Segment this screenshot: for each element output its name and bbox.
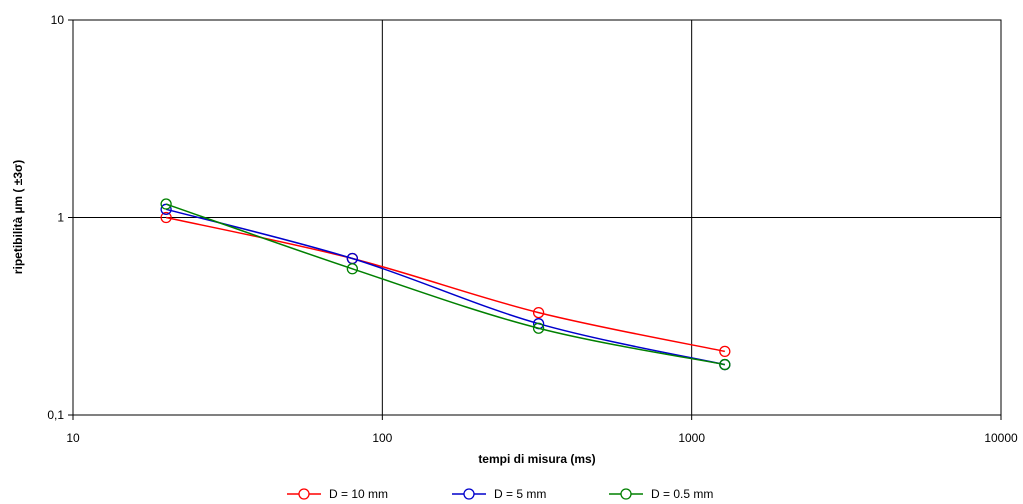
legend-label: D = 10 mm xyxy=(329,487,388,501)
x-tick-label: 10000 xyxy=(984,431,1018,445)
x-tick-label: 1000 xyxy=(678,431,705,445)
series-group xyxy=(160,198,731,371)
data-point xyxy=(719,345,731,358)
grid xyxy=(68,19,1002,420)
tick-labels: 10 100 1000 10000 0,1 1 10 xyxy=(47,13,1018,445)
x-tick-label: 100 xyxy=(372,431,392,445)
legend-entry: D = 0.5 mm xyxy=(609,487,713,501)
legend-label: D = 0.5 mm xyxy=(651,487,713,501)
data-point xyxy=(160,198,172,210)
legend-entry: D = 10 mm xyxy=(287,487,388,501)
series-1 xyxy=(160,211,731,358)
data-point xyxy=(719,358,731,371)
legend-swatch-marker xyxy=(620,488,632,500)
series-line xyxy=(165,208,725,366)
data-point xyxy=(532,306,545,319)
y-axis-title: ripetibilità µm ( ±3σ) xyxy=(11,160,25,274)
y-tick-label: 0,1 xyxy=(47,408,64,422)
data-point xyxy=(346,263,359,275)
legend: D = 10 mm D = 5 mm D = 0.5 mm xyxy=(287,487,713,501)
legend-entry: D = 5 mm xyxy=(452,487,546,501)
y-tick-label: 1 xyxy=(57,211,64,225)
data-point xyxy=(160,211,172,224)
data-point xyxy=(532,322,545,334)
x-axis-title: tempi di misura (ms) xyxy=(478,452,595,466)
series-3 xyxy=(160,198,731,371)
legend-label: D = 5 mm xyxy=(494,487,546,501)
y-tick-label: 10 xyxy=(51,13,65,27)
legend-swatch-marker xyxy=(463,488,475,500)
x-tick-label: 10 xyxy=(66,431,80,445)
series-line xyxy=(165,216,725,353)
series-line xyxy=(165,203,725,366)
legend-swatch-marker xyxy=(298,488,310,500)
